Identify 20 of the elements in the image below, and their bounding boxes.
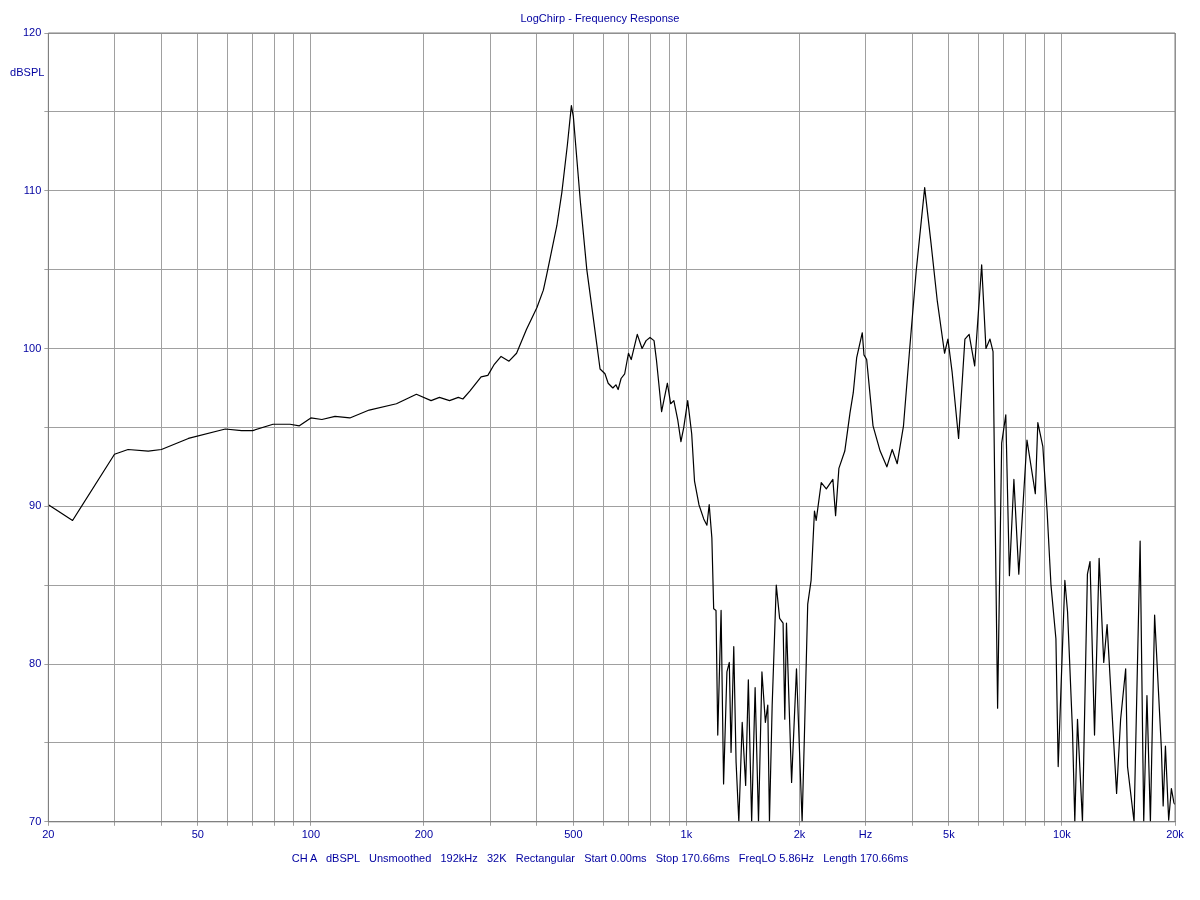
x-tick-label: 10k (1053, 828, 1072, 841)
x-tick-label: 2k (793, 828, 806, 841)
y-tick-label: 120 (22, 26, 42, 39)
x-tick-label: 20 (42, 828, 55, 841)
x-tick-label: 1k (680, 828, 693, 841)
chart-title: LogChirp - Frequency Response (519, 12, 681, 24)
y-tick-label: 70 (29, 814, 42, 827)
x-tick-label: 500 (564, 828, 583, 841)
x-tick-label: Hz (858, 828, 873, 841)
x-tick-label: 100 (301, 828, 321, 841)
x-tick-label: 5k (943, 828, 956, 841)
x-tick-label: 20k (1166, 828, 1185, 841)
y-tick-label: 90 (29, 499, 42, 512)
y-tick-label: 80 (29, 657, 42, 670)
text: CH A dBSPL Unsmoothed 192kHz 32K Rectangular Start 0.00ms Stop 170.66ms FreqLO 5.86Hz Length 170.66ms (290, 852, 910, 864)
y-axis-title: dBSPL (10, 66, 45, 79)
y-tick-label: 100 (22, 341, 42, 354)
x-tick-label: 50 (191, 828, 204, 841)
y-tick-label: 110 (23, 183, 42, 196)
x-tick-label: 200 (414, 828, 434, 841)
